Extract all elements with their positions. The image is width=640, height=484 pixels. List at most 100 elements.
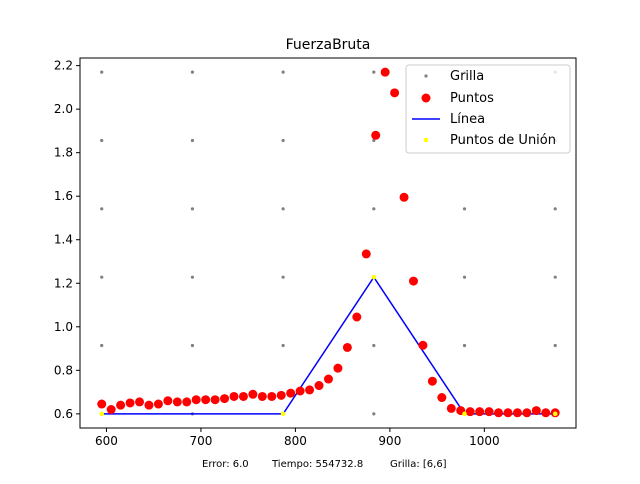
data-point [427, 376, 437, 386]
data-point [295, 386, 305, 396]
data-point [342, 342, 352, 352]
data-point [390, 88, 400, 98]
legend-marker-puntos [421, 93, 431, 103]
data-point [172, 397, 182, 407]
grid-point [462, 275, 467, 279]
data-point [494, 408, 504, 418]
legend-marker-union [423, 137, 429, 143]
data-point [286, 388, 296, 398]
data-point [503, 408, 513, 418]
data-point [352, 312, 362, 322]
y-tick-label: 1.4 [54, 233, 73, 247]
data-point [333, 363, 343, 373]
data-point [229, 391, 239, 401]
data-point [144, 400, 154, 410]
data-point [323, 374, 333, 384]
data-point [522, 408, 532, 418]
x-tick-label: 700 [189, 434, 212, 448]
data-point [512, 408, 522, 418]
data-point-layer [97, 67, 560, 418]
data-point [465, 407, 475, 417]
data-point [182, 397, 192, 407]
data-point [220, 394, 230, 404]
grid-point [190, 275, 195, 279]
data-point [305, 385, 315, 395]
data-point [371, 130, 381, 140]
y-tick-label: 1.6 [54, 189, 73, 203]
x-tick-label: 900 [378, 434, 401, 448]
footer-tiempo: Tiempo: 554732.8 [271, 459, 363, 470]
data-point [399, 192, 409, 202]
grid-point [100, 343, 104, 348]
data-point [409, 276, 419, 286]
footer-grilla: Grilla: [6,6] [390, 459, 447, 470]
grid-point [372, 70, 376, 74]
y-tick-label: 2.2 [54, 59, 73, 73]
y-tick-label: 1.8 [54, 146, 73, 160]
join-point [280, 411, 286, 417]
data-point [125, 398, 135, 408]
join-point [552, 411, 558, 417]
data-point [106, 405, 116, 414]
grid-point [372, 412, 376, 416]
grid-point [372, 343, 376, 348]
data-point [276, 390, 286, 400]
grid-point [100, 70, 104, 74]
legend-label-union: Puntos de Unión [450, 133, 556, 148]
grid-point [281, 70, 285, 74]
data-point [257, 391, 267, 401]
data-point [446, 403, 456, 413]
x-tick-label: 600 [95, 434, 118, 448]
legend-label-grilla: Grilla [450, 69, 484, 84]
data-point [163, 396, 173, 406]
grid-point [100, 275, 104, 279]
x-tick-label: 1000 [469, 434, 500, 448]
data-point [153, 399, 163, 409]
join-point [371, 274, 377, 280]
grid-point [372, 138, 376, 143]
data-point [248, 389, 258, 399]
data-point [531, 406, 541, 416]
y-tick-label: 0.8 [54, 363, 73, 377]
data-point [135, 397, 145, 407]
data-point [97, 399, 107, 409]
grid-point [553, 275, 557, 279]
grid-point [553, 343, 557, 348]
data-point [380, 67, 390, 77]
legend-label-puntos: Puntos [450, 91, 494, 106]
grid-point [190, 343, 195, 348]
chart-title: FuerzaBruta [286, 37, 371, 53]
data-point [238, 391, 248, 401]
data-point [475, 407, 485, 417]
grid-point [281, 207, 285, 211]
y-tick-label: 0.6 [54, 407, 73, 421]
grid-point [190, 70, 195, 74]
data-point [267, 391, 277, 401]
join-point [462, 411, 467, 417]
data-point [484, 407, 494, 417]
data-point [191, 395, 201, 405]
legend-box [405, 64, 571, 154]
y-tick-label: 1.0 [54, 320, 73, 334]
data-point [437, 393, 447, 403]
y-tick-label: 2.0 [54, 102, 73, 116]
data-point [361, 249, 371, 259]
grid-point [190, 207, 195, 211]
grid-point [553, 207, 557, 211]
join-point-layer [99, 274, 558, 417]
data-point [418, 340, 428, 350]
y-axis: 0.6 0.8 1.0 1.2 1.4 1.6 1.8 2.0 2.2 [54, 59, 80, 421]
y-tick-label: 1.2 [54, 276, 73, 290]
grid-point [281, 343, 285, 348]
legend-label-linea: Línea [450, 112, 485, 127]
plot-frame [79, 57, 577, 429]
legend-marker-grilla [424, 74, 428, 78]
data-point [210, 395, 220, 405]
grid-point [281, 138, 285, 143]
footer-error: Error: 6.0 [202, 459, 249, 470]
grid-point [100, 207, 104, 211]
grid-point [190, 138, 195, 143]
grid-point [372, 207, 376, 211]
